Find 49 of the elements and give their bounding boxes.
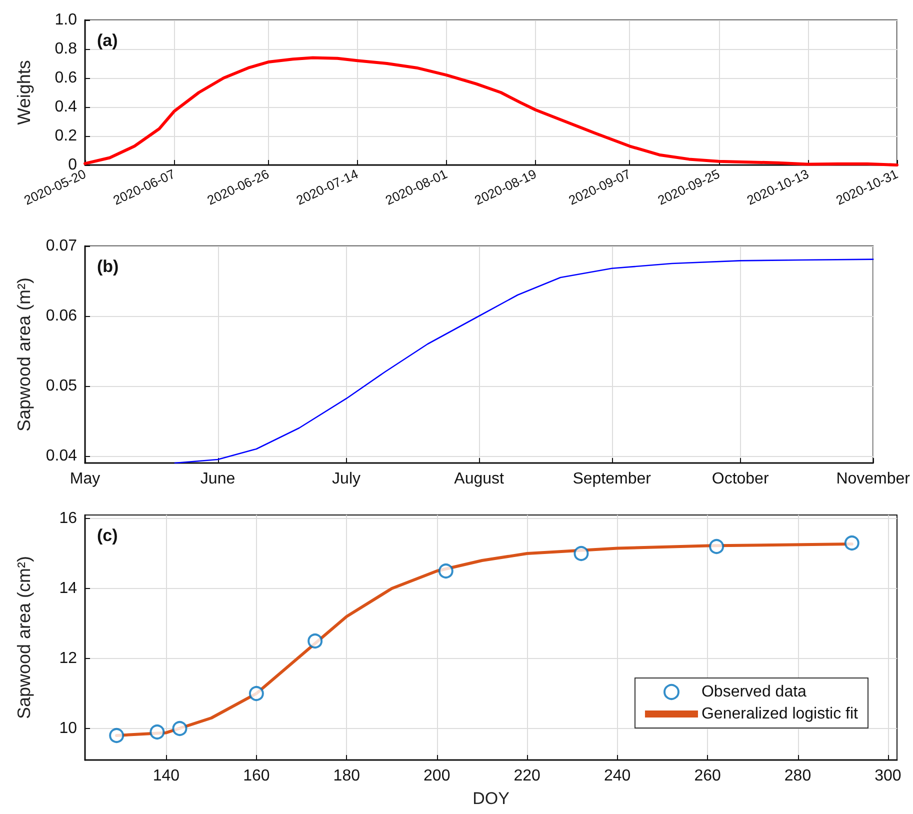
x-tick-label: June	[200, 470, 236, 488]
x-tick-label: September	[572, 470, 652, 488]
x-tick-label: 200	[424, 768, 450, 784]
x-tick-label: October	[712, 470, 770, 488]
point	[150, 724, 165, 740]
annotation: (b)	[97, 257, 119, 276]
x-tick-label: July	[332, 470, 360, 488]
point	[574, 546, 589, 561]
y-tick-label: 0.04	[46, 448, 78, 464]
y-axis-title: Sapwood area (m²)	[14, 277, 34, 432]
y-tick-label: 14	[59, 580, 78, 597]
x-tick-label: 140	[152, 768, 180, 784]
legend-label: Generalized logistic fit	[701, 706, 859, 722]
x-tick-label: 260	[694, 768, 721, 784]
y-tick-label: 0	[68, 156, 78, 174]
y-tick-label: 0.06	[46, 308, 78, 324]
annotation: (c)	[97, 526, 118, 545]
point	[109, 728, 124, 743]
point	[438, 564, 454, 578]
x-axis-title: DOY	[472, 789, 510, 808]
y-tick-label: 1.0	[54, 12, 78, 28]
line-series	[174, 258, 874, 464]
x-tick-label: November	[836, 470, 911, 488]
y-tick-label: 0.8	[54, 40, 78, 58]
x-tick-label: May	[70, 470, 100, 488]
y-tick-label: 12	[59, 650, 78, 667]
x-tick-label: 300	[874, 768, 902, 784]
y-tick-label: 0.2	[54, 128, 78, 144]
x-tick-label: 180	[333, 768, 360, 784]
x-tick-label: 280	[784, 768, 812, 784]
y-axis-title: Weights	[14, 60, 34, 125]
y-axis-title: Sapwood area (cm²)	[14, 556, 34, 720]
point	[172, 721, 188, 736]
y-tick-label: 0.07	[46, 238, 78, 254]
x-tick-label: 220	[514, 768, 541, 784]
point	[709, 539, 724, 554]
x-tick-label: 160	[243, 768, 270, 784]
legend-label: Observed data	[701, 684, 807, 700]
point	[308, 634, 323, 648]
y-tick-label: 0.4	[54, 98, 78, 116]
annotation: (a)	[97, 31, 118, 50]
point	[844, 536, 860, 550]
y-tick-label: 0.05	[46, 378, 78, 394]
y-tick-label: 0.6	[54, 70, 78, 86]
y-tick-label: 10	[59, 720, 78, 737]
point	[248, 686, 264, 701]
x-tick-label: 240	[604, 768, 631, 784]
y-tick-label: 16	[59, 510, 78, 527]
x-tick-label: August	[454, 470, 505, 488]
